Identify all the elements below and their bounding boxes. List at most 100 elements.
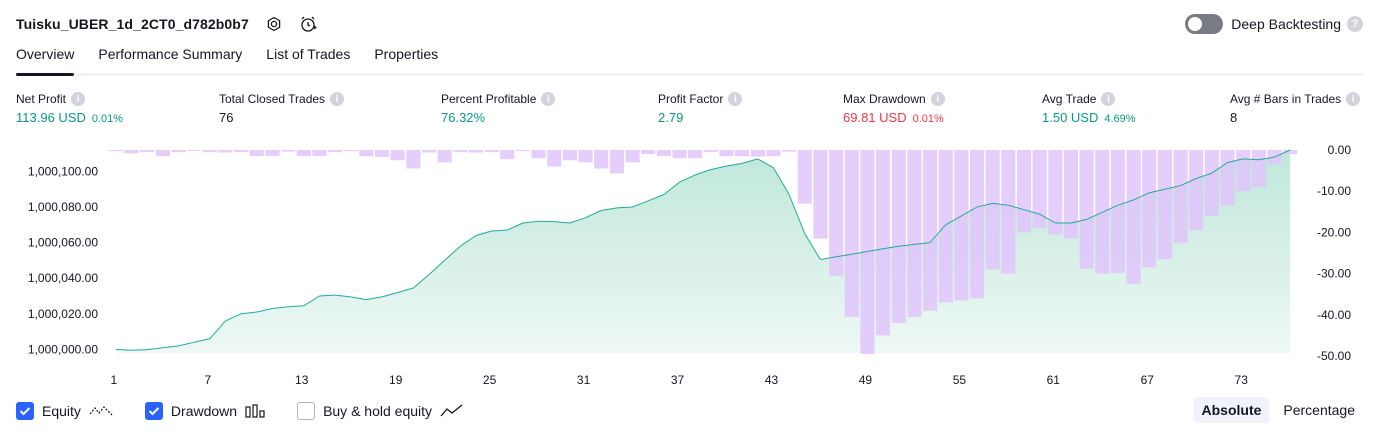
equity-line-segment (1180, 178, 1197, 187)
equity-line-segment (867, 248, 884, 252)
gear-icon[interactable] (265, 15, 283, 33)
equity-drawdown-chart: 1,000,000.00 1,000,020.00 1,000,040.00 1,00… (28, 143, 1351, 387)
deep-backtesting-label: Deep Backtesting (1231, 16, 1341, 32)
percentage-button[interactable]: Percentage (1283, 402, 1355, 418)
view-mode-switch: Absolute Percentage (1188, 397, 1364, 423)
equity-line-segment (1008, 204, 1025, 211)
equity-line-segment (366, 296, 383, 301)
drawdown-bar (609, 150, 624, 174)
equity-line-segment (1149, 188, 1166, 194)
metric-avg-bars: Avg # Bars in Trades i 8 (1230, 92, 1361, 125)
x-tick-label: 37 (671, 373, 685, 387)
equity-line-segment (288, 305, 304, 308)
drawdown-bar (1236, 150, 1251, 192)
drawdown-bar (985, 150, 1000, 270)
info-icon[interactable]: i (1346, 92, 1361, 106)
equity-line-segment (929, 224, 947, 243)
equity-line-segment (945, 215, 962, 226)
drawdown-tick-label: -40.00 (1317, 308, 1351, 322)
drawdown-tick-label: -10.00 (1317, 184, 1351, 198)
tab-overview[interactable]: Overview (16, 46, 75, 76)
x-tick-label: 19 (389, 373, 403, 387)
help-icon[interactable]: ? (1347, 16, 1363, 32)
drawdown-bar (562, 150, 577, 161)
drawdown-bar (1126, 150, 1141, 284)
buy-hold-line-icon (440, 404, 464, 418)
drawdown-bar (1220, 150, 1235, 206)
equity-line-segment (491, 229, 508, 232)
equity-line-icon (89, 404, 113, 418)
tab-performance-summary[interactable]: Performance Summary (98, 46, 243, 62)
equity-line-segment (209, 320, 226, 340)
drawdown-bar (484, 150, 499, 153)
legend-drawdown[interactable]: Drawdown (144, 402, 265, 420)
absolute-button[interactable]: Absolute (1193, 397, 1270, 423)
drawdown-bar (515, 150, 530, 152)
x-tick-label: 13 (295, 373, 309, 387)
drawdown-checkbox[interactable] (144, 402, 163, 420)
metric-label: Profit Factor (658, 92, 724, 106)
info-icon[interactable]: i (728, 92, 743, 106)
info-icon[interactable]: i (541, 92, 556, 106)
drawdown-bar (719, 150, 734, 157)
equity-line-segment (381, 292, 398, 298)
equity-line-segment (554, 221, 570, 224)
metric-value: 113.96 USD (16, 110, 86, 125)
equity-line-segment (695, 169, 711, 176)
metric-value: 8 (1230, 110, 1238, 125)
strategy-header: Tuisku_UBER_1d_2CT0_d782b0b7 (16, 12, 317, 36)
equity-line-segment (992, 202, 1009, 206)
buy-hold-checkbox[interactable] (297, 402, 316, 420)
equity-line-segment (272, 306, 289, 309)
equity-line-segment (648, 194, 665, 202)
drawdown-bar (187, 150, 202, 151)
legend-equity[interactable]: Equity (16, 402, 113, 420)
x-tick-label: 7 (204, 373, 211, 387)
metric-total-closed-trades: Total Closed Trades i 76 (219, 92, 345, 125)
drawdown-bar (155, 150, 170, 157)
drawdown-bar (844, 150, 859, 317)
metric-profit-factor: Profit Factor i 2.79 (658, 92, 743, 125)
equity-line-segment (350, 296, 367, 301)
equity-line-segment (162, 345, 179, 349)
equity-line-segment (773, 167, 790, 195)
info-icon[interactable]: i (1101, 92, 1116, 106)
add-alert-icon[interactable] (299, 15, 317, 33)
drawdown-bar (954, 150, 969, 301)
drawdown-bar (813, 150, 828, 239)
drawdown-bar (1001, 150, 1016, 274)
drawdown-bar (1048, 150, 1063, 235)
info-icon[interactable]: i (930, 92, 945, 106)
legend-buy-hold[interactable]: Buy & hold equity (297, 402, 464, 420)
drawdown-bar (296, 150, 311, 157)
info-icon[interactable]: i (71, 92, 86, 106)
drawdown-bar (124, 150, 139, 154)
equity-line-segment (1070, 218, 1087, 224)
equity-line-segment (757, 158, 774, 169)
drawdown-bar (1157, 150, 1172, 260)
drawdown-bar (453, 150, 468, 153)
drawdown-bar (1017, 150, 1032, 233)
metric-value: 76.32% (441, 110, 486, 125)
equity-line-segment (1258, 156, 1275, 161)
equity-tick-label: 1,000,100.00 (28, 164, 98, 178)
legend-label: Drawdown (170, 403, 238, 419)
x-tick-label: 61 (1047, 373, 1061, 387)
drawdown-bar (437, 150, 452, 163)
equity-line-segment (1196, 172, 1213, 179)
drawdown-bar (171, 150, 186, 153)
equity-checkbox[interactable] (16, 402, 34, 420)
equity-line-segment (115, 348, 132, 351)
drawdown-bar (422, 150, 437, 153)
equity-line-segment (679, 174, 696, 183)
info-icon[interactable]: i (330, 92, 345, 106)
equity-line-segment (193, 338, 210, 343)
tab-properties[interactable]: Properties (374, 46, 439, 62)
deep-backtesting-toggle[interactable] (1185, 14, 1224, 34)
drawdown-bar (938, 150, 953, 303)
tab-list-of-trades[interactable]: List of Trades (266, 46, 351, 62)
equity-tick-label: 1,000,000.00 (28, 342, 98, 356)
metric-percent-profitable: Percent Profitable i 76.32% (441, 92, 556, 125)
drawdown-bar (202, 150, 217, 153)
equity-line-segment (1274, 149, 1291, 158)
